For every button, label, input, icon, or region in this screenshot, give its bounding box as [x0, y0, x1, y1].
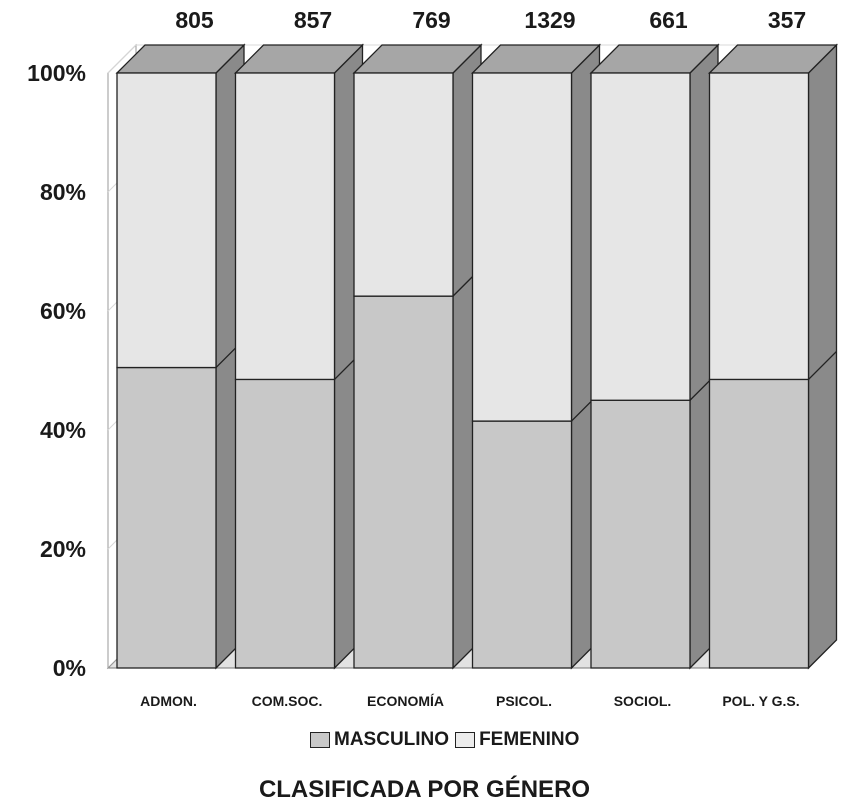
- y-tick-label: 40%: [40, 417, 86, 443]
- y-tick-label: 80%: [40, 179, 86, 205]
- bar-total-label: 1329: [524, 7, 575, 33]
- bar-femenino: [116, 72, 217, 369]
- bar-total-label: 357: [768, 7, 806, 33]
- y-tick-label: 60%: [40, 298, 86, 324]
- bar-femenino: [590, 72, 691, 401]
- y-tick-label: 100%: [27, 60, 86, 86]
- bar-total-label: 769: [412, 7, 450, 33]
- bar-masculino: [234, 378, 336, 669]
- stacked-bar-chart: 0% 20% 40% 60% 80% 100% ADMON. 805 COM.SOC. 857 EC…: [27, 7, 839, 709]
- bar-masculino: [590, 399, 691, 669]
- bar-femenino: [708, 72, 810, 381]
- bar-femenino: [471, 72, 573, 422]
- legend: MASCULINO FEMENINO: [310, 729, 585, 751]
- legend-label-masculino: MASCULINO: [334, 729, 450, 750]
- y-tick-label: 0%: [53, 655, 86, 681]
- bar-total-label: 857: [294, 7, 332, 33]
- bar-masculino: [353, 295, 454, 669]
- bar-masculino: [116, 366, 217, 669]
- x-category-label: COM.SOC.: [252, 693, 323, 709]
- legend-swatch-femenino: [455, 732, 476, 748]
- bar-total-label: 661: [649, 7, 688, 33]
- bar-masculino: [708, 378, 810, 669]
- bar-masculino: [471, 420, 573, 669]
- legend-item-masculino: MASCULINO: [310, 729, 449, 751]
- x-category-label: PSICOL.: [496, 693, 552, 709]
- bar-total-label: 805: [175, 7, 214, 33]
- x-category-label: ADMON.: [140, 693, 197, 709]
- legend-label-femenino: FEMENINO: [479, 729, 580, 750]
- bar-femenino: [234, 72, 336, 381]
- x-category-label: POL. Y G.S.: [722, 693, 799, 709]
- x-category-label: ECONOMÍA: [367, 693, 444, 709]
- legend-swatch-masculino: [310, 732, 330, 748]
- bar-side-divider: [808, 350, 837, 380]
- legend-item-femenino: FEMENINO: [455, 729, 579, 751]
- chart-title: CLASIFICADA POR GÉNERO: [258, 776, 591, 803]
- y-tick-label: 20%: [40, 536, 86, 562]
- gridline-depth: [107, 44, 137, 74]
- bar-femenino: [353, 72, 454, 297]
- x-category-label: SOCIOL.: [614, 693, 672, 709]
